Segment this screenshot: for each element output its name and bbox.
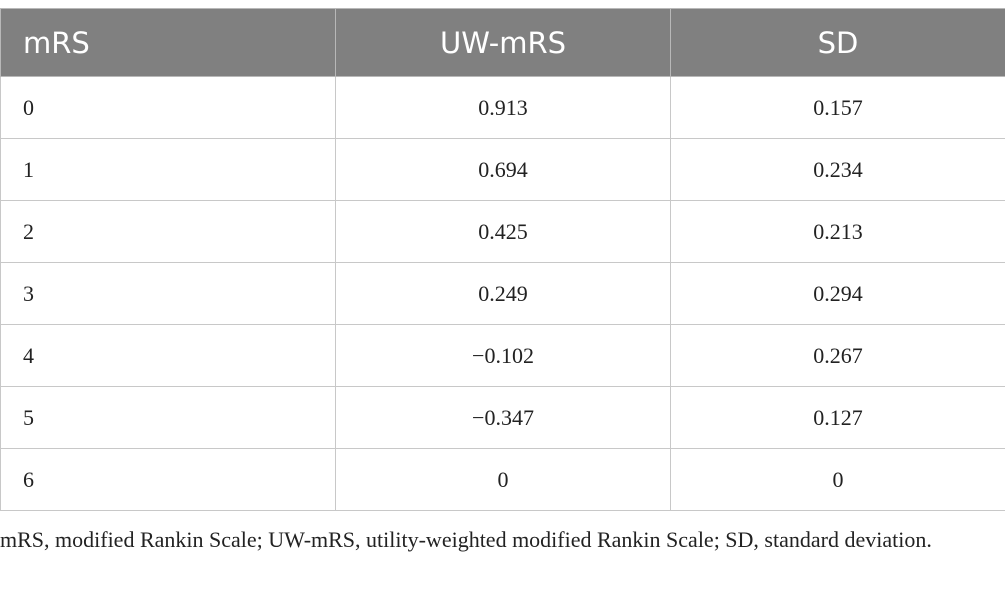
table-cell: 4 — [0, 324, 336, 387]
table-cell: −0.102 — [335, 324, 671, 387]
table-cell: 0.127 — [670, 386, 1005, 449]
table-cell: 0.913 — [335, 76, 671, 139]
column-header: SD — [670, 8, 1005, 77]
header-row: mRS UW-mRS SD — [0, 8, 1005, 77]
table-cell: −0.347 — [335, 386, 671, 449]
table-cell: 0.249 — [335, 262, 671, 325]
table-cell: 0 — [0, 76, 336, 139]
table-footnote: mRS, modified Rankin Scale; UW-mRS, util… — [0, 527, 932, 552]
table-cell: 2 — [0, 200, 336, 263]
table-cell: 0.157 — [670, 76, 1005, 139]
table-cell: 0.694 — [335, 138, 671, 201]
data-table: mRS UW-mRS SD 0 0.913 0.157 1 0.694 0.234 2 0.425… — [0, 8, 1005, 511]
table-cell: 0.267 — [670, 324, 1005, 387]
table-row: 0 0.913 0.157 — [0, 76, 1005, 139]
table-body: 0 0.913 0.157 1 0.694 0.234 2 0.425 0.213 3 0.249 0… — [0, 76, 1005, 511]
table-cell: 0.213 — [670, 200, 1005, 263]
column-header: mRS — [0, 8, 336, 77]
table-cell: 0.234 — [670, 138, 1005, 201]
table-row: 5 −0.347 0.127 — [0, 386, 1005, 449]
table-cell: 5 — [0, 386, 336, 449]
table-row: 4 −0.102 0.267 — [0, 324, 1005, 387]
table-cell: 0.425 — [335, 200, 671, 263]
table-cell: 0 — [335, 448, 671, 511]
table-cell: 3 — [0, 262, 336, 325]
table-cell: 0 — [670, 448, 1005, 511]
table-row: 1 0.694 0.234 — [0, 138, 1005, 201]
table-row: 2 0.425 0.213 — [0, 200, 1005, 263]
table-cell: 1 — [0, 138, 336, 201]
table-cell: 6 — [0, 448, 336, 511]
table-row: 3 0.249 0.294 — [0, 262, 1005, 325]
column-header: UW-mRS — [335, 8, 671, 77]
table-cell: 0.294 — [670, 262, 1005, 325]
